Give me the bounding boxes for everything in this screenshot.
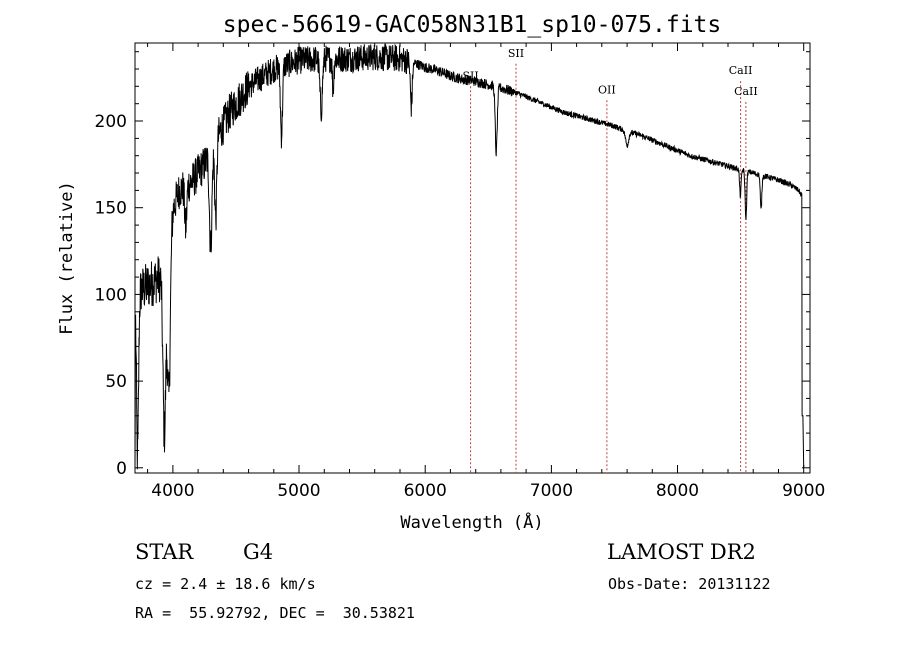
object-subclass: G4: [243, 540, 274, 564]
line-marker-label: CaII: [729, 64, 753, 77]
line-marker-label: CaII: [734, 85, 758, 98]
line-marker-label: OII: [598, 83, 616, 96]
plot-frame: [134, 42, 811, 474]
object-class: STAR: [135, 540, 194, 564]
coords-text: RA = 55.92792, DEC = 30.53821: [135, 604, 415, 622]
x-tick-label: 4000: [151, 481, 194, 501]
x-tick-label: 8000: [656, 481, 699, 501]
chart-title: spec-56619-GAC058N31B1_sp10-075.fits: [223, 12, 722, 38]
y-tick-label: 150: [95, 199, 127, 219]
x-tick-label: 5000: [277, 481, 320, 501]
survey-label: LAMOST DR2: [607, 540, 756, 564]
axis-ticks: 4000 5000 6000 7000 8000 9000 0 50 100 150 200: [95, 43, 825, 501]
x-tick-label: 6000: [404, 481, 447, 501]
y-tick-label: 100: [95, 285, 127, 305]
redshift-text: cz = 2.4 ± 18.6 km/s: [135, 575, 316, 593]
x-axis-label: Wavelength (Å): [400, 511, 543, 533]
y-tick-label: 50: [105, 372, 127, 392]
line-marker-label: SII: [508, 47, 524, 60]
y-tick-label: 0: [116, 459, 127, 479]
y-axis-label: Flux (relative): [57, 181, 77, 335]
x-tick-label: 7000: [530, 481, 573, 501]
obs-date-text: Obs-Date: 20131122: [608, 575, 771, 593]
x-tick-label: 9000: [782, 481, 825, 501]
spectrum-line: [134, 43, 805, 470]
y-tick-label: 200: [95, 112, 127, 132]
